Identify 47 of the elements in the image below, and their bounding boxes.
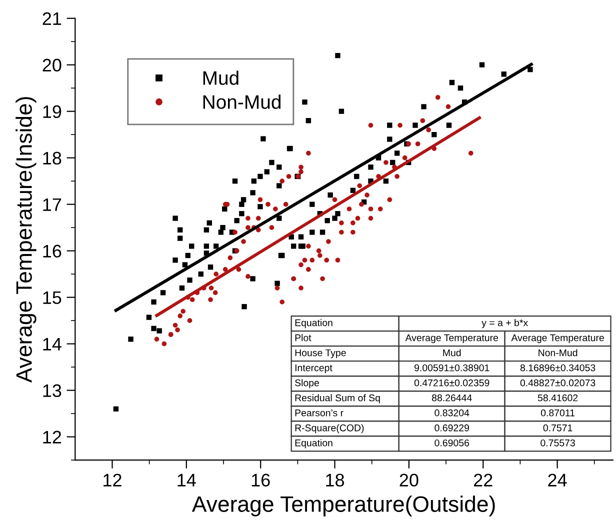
annotation: Residual Sum of Sq (295, 394, 380, 404)
annotation: 0.87011 (540, 409, 575, 416)
x-tick-label: 22 (474, 474, 492, 486)
x-tick-label: 14 (178, 474, 196, 486)
y-tick-label: 14 (43, 338, 62, 350)
annotation: Plot (295, 334, 312, 342)
y-tick-label: 15 (43, 291, 62, 304)
y-tick-label: 13 (43, 384, 62, 398)
annotation: 88.26444 (432, 394, 472, 402)
annotation: 0.69229 (434, 424, 469, 432)
x-axis-title: Average Temperature(Outside) (192, 496, 495, 516)
annotation: Intercept (295, 364, 332, 374)
x-tick-label: 12 (104, 474, 122, 486)
annotation: Slope (295, 379, 319, 388)
y-tick-label: 20 (42, 58, 62, 72)
x-tick-label: 20 (400, 474, 418, 487)
x-tick-label: 24 (548, 474, 567, 486)
x-tick-label: 18 (326, 474, 344, 487)
annotation: 0.48827±0.02073 (520, 379, 596, 386)
x-tick-label: 16 (252, 474, 270, 487)
annotation: 0.83204 (434, 409, 470, 416)
annotation: 0.69056 (434, 439, 470, 446)
annotation: House Type (295, 349, 346, 358)
legend-label: Non-Mud (203, 94, 281, 109)
y-tick-label: 19 (43, 105, 62, 118)
annotation: R-Square(COD) (295, 424, 364, 434)
legend-label: Mud (203, 70, 238, 85)
annotation: 58.41602 (538, 394, 578, 402)
annotation: Equation (295, 439, 332, 448)
annotation: 0.7571 (543, 424, 572, 432)
annotation: Average Temperature (405, 334, 498, 344)
annotation: Average Temperature (511, 334, 604, 344)
y-axis-title: Average Temperature(Inside) (16, 97, 36, 383)
annotation: Non-Mud (538, 349, 578, 356)
annotation: 0.47216±0.02359 (414, 379, 490, 386)
annotation: 9.00591±0.38901 (414, 364, 490, 372)
annotation: Pearson’s r (295, 410, 344, 416)
annotation: 0.75573 (540, 439, 575, 446)
y-tick-label: 16 (43, 244, 62, 258)
annotation: Equation (295, 319, 332, 328)
annotation: 8.16896±0.34053 (520, 364, 596, 372)
annotation: Mud (443, 349, 461, 356)
y-tick-label: 12 (43, 430, 62, 444)
y-tick-label: 21 (42, 12, 62, 25)
annotation: y = a + b*x (482, 319, 528, 328)
y-tick-label: 18 (43, 152, 62, 165)
y-tick-label: 17 (43, 198, 62, 211)
